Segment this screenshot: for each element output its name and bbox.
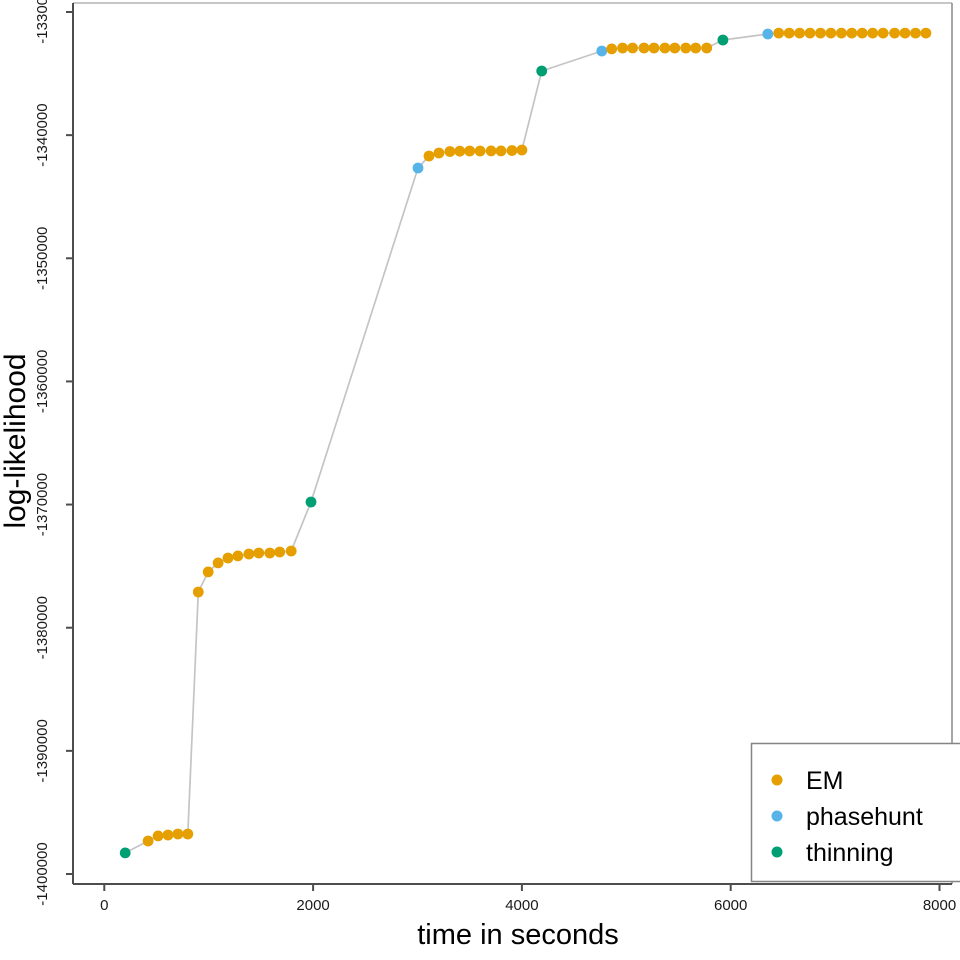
y-tick-label: -1390000 bbox=[34, 719, 51, 782]
chart-geometry: 0 2000 4000 6000 8000 -1330000 -1340000 -135000… bbox=[34, 0, 956, 914]
data-point-em bbox=[423, 150, 435, 162]
data-point-em bbox=[606, 43, 618, 55]
data-point-em bbox=[495, 145, 507, 157]
legend: EM phasehunt thinning bbox=[750, 742, 960, 883]
data-point-em bbox=[889, 27, 900, 39]
x-tick-label: 2000 bbox=[296, 897, 329, 914]
x-tick-label: 4000 bbox=[505, 897, 538, 914]
data-point-em bbox=[285, 545, 297, 557]
data-point-em bbox=[192, 586, 204, 598]
data-point-em bbox=[182, 828, 194, 840]
data-point-em bbox=[474, 145, 486, 157]
legend-dot-thinning bbox=[771, 846, 783, 858]
data-point-thinning bbox=[305, 496, 317, 508]
data-point-em bbox=[836, 27, 847, 39]
data-point-phasehunt bbox=[762, 28, 774, 40]
data-point-thinning bbox=[536, 65, 548, 77]
data-point-em bbox=[648, 42, 660, 54]
y-tick-label: -1380000 bbox=[34, 596, 51, 659]
data-point-em bbox=[274, 546, 286, 558]
legend-dot-phasehunt bbox=[771, 810, 783, 822]
legend-label-phasehunt: phasehunt bbox=[806, 803, 923, 831]
data-point-em bbox=[877, 27, 889, 39]
x-tick-label: 6000 bbox=[714, 897, 747, 914]
x-tick-label: 8000 bbox=[923, 897, 956, 914]
data-point-em bbox=[232, 550, 244, 562]
x-axis-title: time in seconds bbox=[417, 919, 619, 951]
data-point-em bbox=[773, 27, 785, 39]
y-tick-label: -1330000 bbox=[34, 0, 51, 44]
data-point-thinning bbox=[119, 847, 131, 859]
data-point-em bbox=[899, 27, 911, 39]
y-tick-label: -1350000 bbox=[34, 227, 51, 290]
y-axis-title: log-likelihood bbox=[0, 353, 32, 528]
data-point-em bbox=[444, 146, 456, 157]
data-point-em bbox=[846, 27, 858, 39]
data-point-em bbox=[690, 42, 702, 54]
data-point-em bbox=[506, 145, 518, 156]
data-point-em bbox=[638, 42, 650, 54]
y-tick-label: -1360000 bbox=[34, 350, 51, 413]
data-point-em bbox=[152, 830, 164, 842]
data-point-em bbox=[485, 145, 497, 157]
data-point-em bbox=[815, 27, 826, 39]
y-tick-label: -1400000 bbox=[34, 842, 51, 905]
data-point-em bbox=[669, 42, 681, 54]
data-point-em bbox=[516, 144, 528, 156]
legend-label-thinning: thinning bbox=[806, 839, 894, 867]
data-point-em bbox=[910, 27, 921, 39]
data-point-em bbox=[856, 27, 868, 39]
data-point-thinning bbox=[717, 34, 729, 46]
data-point-em bbox=[264, 547, 276, 559]
data-point-em bbox=[701, 42, 713, 54]
data-point-em bbox=[222, 552, 234, 564]
data-point-em bbox=[794, 27, 805, 39]
data-point-em bbox=[202, 566, 214, 578]
data-point-em bbox=[212, 557, 224, 569]
y-tick-label: -1370000 bbox=[34, 473, 51, 536]
data-point-em bbox=[433, 147, 445, 159]
data-point-em bbox=[243, 548, 255, 560]
data-point-em bbox=[825, 27, 837, 39]
data-point-em bbox=[804, 27, 816, 39]
data-point-em bbox=[253, 547, 265, 559]
legend-dot-em bbox=[771, 774, 783, 786]
data-point-em bbox=[142, 835, 154, 847]
x-tick-label: 0 bbox=[100, 897, 108, 914]
data-point-em bbox=[617, 42, 628, 54]
data-point-em bbox=[464, 145, 476, 157]
data-point-phasehunt bbox=[596, 45, 608, 57]
data-point-em bbox=[172, 828, 184, 840]
data-point-em bbox=[454, 145, 466, 157]
data-point-em bbox=[680, 42, 692, 54]
data-point-em bbox=[783, 27, 795, 39]
data-point-em bbox=[162, 829, 174, 841]
data-point-em bbox=[920, 27, 932, 39]
trace-line bbox=[124, 32, 927, 854]
y-tick-label: -1340000 bbox=[34, 103, 51, 166]
data-point-em bbox=[659, 42, 671, 54]
legend-box bbox=[750, 742, 960, 883]
legend-label-em: EM bbox=[806, 767, 844, 795]
data-point-phasehunt bbox=[412, 162, 424, 174]
data-point-em bbox=[867, 27, 879, 39]
data-point-em bbox=[627, 42, 638, 54]
